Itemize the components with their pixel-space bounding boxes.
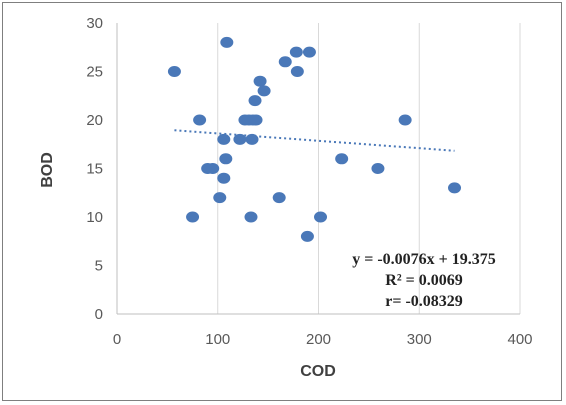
- data-point: [272, 192, 286, 204]
- data-point: [167, 66, 181, 77]
- x-tick-label: 0: [113, 331, 121, 348]
- data-point: [335, 153, 349, 165]
- axes: [116, 23, 520, 315]
- data-point: [244, 211, 258, 223]
- x-tick-label: 100: [205, 331, 230, 348]
- annotation-r: r= -0.08329: [385, 293, 463, 310]
- data-point: [220, 36, 234, 48]
- trendline-group: [174, 129, 455, 152]
- data-point: [248, 95, 262, 107]
- y-tick-label: 5: [95, 258, 103, 275]
- data-point: [448, 182, 462, 194]
- gridlines: [217, 23, 521, 314]
- data-point: [371, 163, 385, 174]
- data-point: [257, 85, 271, 97]
- data-point: [219, 153, 233, 165]
- data-point: [217, 133, 231, 145]
- data-point: [217, 172, 231, 184]
- annotation-r-squared: R² = 0.0069: [385, 272, 462, 289]
- trendline: [174, 129, 455, 152]
- data-point: [249, 114, 263, 126]
- data-point: [193, 114, 207, 126]
- y-axis-title: BOD: [39, 152, 56, 188]
- x-tick-labels: 0 100 200 300 400: [113, 331, 533, 348]
- data-point: [398, 114, 412, 126]
- data-point: [233, 133, 247, 145]
- data-point: [300, 230, 314, 242]
- data-points: [167, 36, 462, 242]
- x-tick-label: 300: [407, 331, 432, 348]
- data-point: [290, 66, 304, 77]
- y-tick-label: 25: [86, 64, 103, 81]
- data-point: [289, 46, 303, 58]
- y-tick-labels: 0 5 10 15 20 25 30: [86, 15, 103, 323]
- data-point: [278, 56, 292, 68]
- y-tick-label: 20: [86, 112, 103, 129]
- data-point: [213, 192, 227, 204]
- x-axis-title: COD: [300, 363, 336, 380]
- data-point: [206, 163, 220, 174]
- y-tick-label: 15: [86, 161, 103, 178]
- data-point: [302, 46, 316, 58]
- y-tick-label: 10: [86, 209, 103, 226]
- data-point: [186, 211, 200, 223]
- annotation-equation: y = -0.0076x + 19.375: [352, 251, 496, 268]
- data-point: [253, 75, 267, 87]
- x-tick-label: 200: [306, 331, 331, 348]
- data-point: [245, 133, 259, 145]
- y-tick-label: 0: [95, 306, 103, 323]
- y-tick-label: 30: [86, 15, 103, 32]
- data-point: [314, 211, 328, 223]
- x-tick-label: 400: [507, 331, 532, 348]
